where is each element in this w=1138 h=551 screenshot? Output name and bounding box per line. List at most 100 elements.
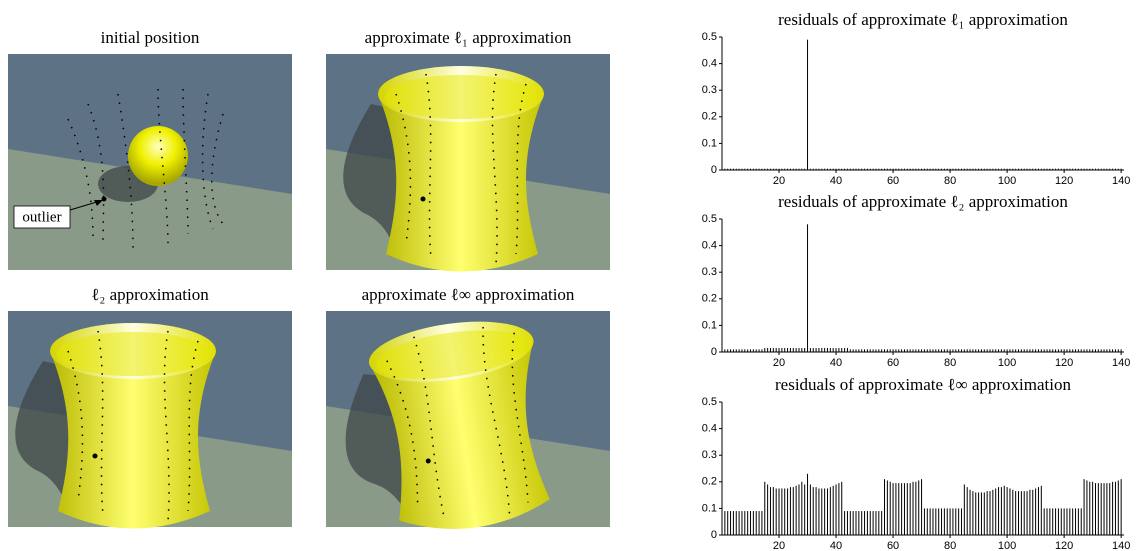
bar: [912, 481, 914, 535]
bar: [778, 348, 780, 352]
bar: [1040, 349, 1042, 352]
bar: [915, 349, 917, 352]
bar: [784, 488, 786, 535]
bar: [889, 168, 891, 170]
bar: [1015, 491, 1017, 535]
bar: [1029, 489, 1031, 535]
bar: [849, 168, 851, 170]
y-tick-label: 0.3: [702, 84, 717, 96]
bar: [1032, 349, 1034, 352]
bar: [1092, 168, 1094, 170]
bar: [1120, 349, 1122, 352]
bar: [1018, 491, 1020, 535]
y-tick-label: 0.1: [702, 319, 717, 331]
bar: [963, 168, 965, 170]
bar: [861, 349, 863, 352]
x-tick-label: 140: [1112, 175, 1130, 187]
chart-title: residuals of approximate ℓ₁ approximatio…: [778, 10, 1068, 29]
y-tick-label: 0: [711, 346, 717, 358]
y-tick-label: 0.2: [702, 476, 717, 488]
bar: [960, 168, 962, 170]
bar: [980, 168, 982, 170]
bar: [1035, 168, 1037, 170]
bar: [1077, 349, 1079, 352]
bar: [938, 168, 940, 170]
bar: [972, 491, 974, 535]
bar: [795, 485, 797, 535]
bar: [886, 480, 888, 535]
annotation: outlier: [22, 209, 61, 225]
bar: [818, 168, 820, 170]
bar: [769, 348, 771, 352]
bar: [841, 481, 843, 535]
bar: [832, 168, 834, 170]
bar: [750, 511, 752, 535]
bar: [986, 491, 988, 535]
bar: [1120, 479, 1122, 535]
bar: [983, 492, 985, 535]
bar: [826, 168, 828, 170]
bar: [767, 348, 769, 352]
bar: [744, 349, 746, 352]
x-tick-label: 20: [773, 175, 785, 187]
bar: [1075, 349, 1077, 352]
bar: [1072, 349, 1074, 352]
panel-linf: [326, 311, 610, 545]
bar: [1052, 508, 1054, 535]
bar: [864, 511, 866, 535]
bar: [1049, 168, 1051, 170]
bar: [789, 168, 791, 170]
bar: [980, 492, 982, 535]
bar: [995, 349, 997, 352]
bar: [875, 511, 877, 535]
x-tick-label: 100: [998, 540, 1016, 551]
bar: [943, 168, 945, 170]
bar: [1012, 489, 1014, 535]
bar: [812, 348, 814, 352]
bar: [884, 349, 886, 352]
bar: [884, 479, 886, 535]
bar: [864, 168, 866, 170]
bar: [935, 349, 937, 352]
bar: [821, 488, 823, 535]
bar: [807, 39, 809, 170]
bar: [1083, 168, 1085, 170]
bar: [747, 168, 749, 170]
bar: [978, 349, 980, 352]
bar: [909, 349, 911, 352]
bar: [978, 168, 980, 170]
bar: [1012, 168, 1014, 170]
bar: [878, 511, 880, 535]
bar: [815, 348, 817, 352]
bar: [955, 349, 957, 352]
bar: [809, 348, 811, 352]
bar: [852, 168, 854, 170]
bar: [789, 487, 791, 535]
bar: [1117, 349, 1119, 352]
bar: [807, 224, 809, 352]
bar: [807, 473, 809, 535]
bar: [1057, 508, 1059, 535]
bar: [761, 349, 763, 352]
bar: [858, 349, 860, 352]
bar: [789, 348, 791, 352]
bar: [943, 349, 945, 352]
y-tick-label: 0: [711, 164, 717, 176]
bar: [846, 348, 848, 352]
bar: [787, 348, 789, 352]
bar: [858, 168, 860, 170]
bar: [1077, 168, 1079, 170]
bar: [932, 168, 934, 170]
bar: [992, 168, 994, 170]
bar: [878, 168, 880, 170]
bar: [918, 349, 920, 352]
bar: [903, 483, 905, 535]
bar: [1049, 349, 1051, 352]
bar: [778, 168, 780, 170]
bar: [998, 349, 1000, 352]
bar: [841, 348, 843, 352]
bar: [741, 168, 743, 170]
bar: [764, 348, 766, 352]
bar: [1040, 168, 1042, 170]
bar: [844, 168, 846, 170]
